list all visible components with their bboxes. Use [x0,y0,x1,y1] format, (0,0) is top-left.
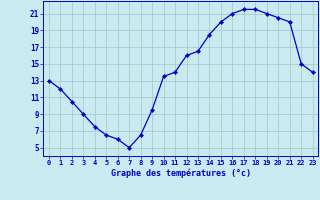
X-axis label: Graphe des températures (°c): Graphe des températures (°c) [111,169,251,178]
